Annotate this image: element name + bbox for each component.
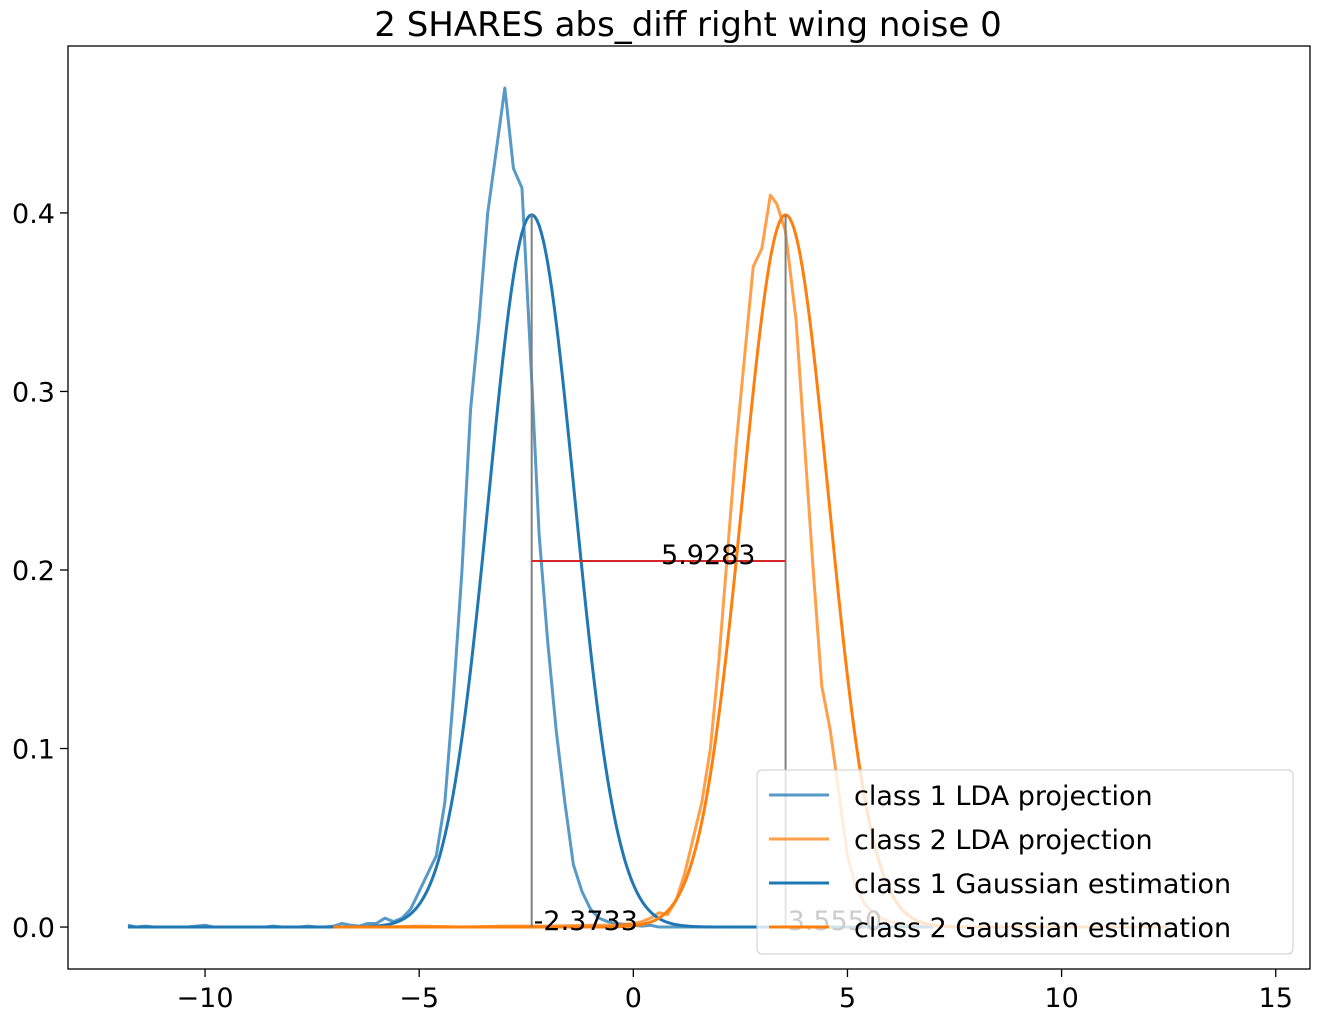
y-tick-label: 0.1 [12, 735, 55, 766]
legend-label: class 1 LDA projection [854, 781, 1153, 812]
legend-label: class 2 LDA projection [854, 825, 1153, 856]
annotation-3: 5.9283 [661, 540, 755, 571]
y-tick-label: 0.4 [12, 199, 55, 230]
y-axis: 0.0 0.1 0.2 0.3 0.4 [12, 199, 68, 944]
legend: class 1 LDA projection class 2 LDA projec… [756, 769, 1294, 955]
legend-label: class 2 Gaussian estimation [854, 913, 1231, 944]
x-tick-label: −5 [399, 983, 439, 1014]
x-axis: −10 −5 0 5 10 15 [177, 969, 1293, 1014]
y-tick-label: 0.0 [12, 913, 55, 944]
x-tick-label: 0 [625, 983, 642, 1014]
x-tick-label: 15 [1259, 983, 1293, 1014]
annotation-1: -2.3733 [534, 906, 638, 937]
y-tick-label: 0.2 [12, 556, 55, 587]
chart-title: 2 SHARES abs_diff right wing noise 0 [374, 5, 1002, 45]
plot-frame [67, 45, 1311, 970]
x-tick-label: 5 [839, 983, 856, 1014]
legend-box [756, 769, 1294, 955]
x-tick-label: 10 [1044, 983, 1078, 1014]
y-tick-label: 0.3 [12, 377, 55, 408]
legend-label: class 1 Gaussian estimation [854, 869, 1231, 900]
x-tick-label: −10 [177, 983, 234, 1014]
